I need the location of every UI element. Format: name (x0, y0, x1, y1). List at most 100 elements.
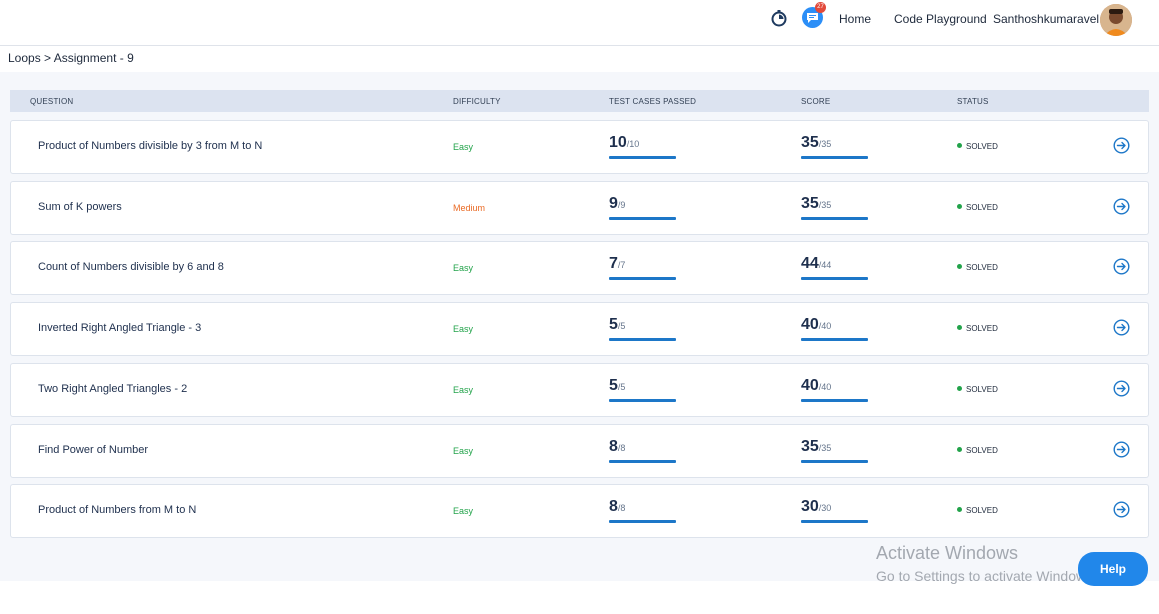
top-navbar: 27 Home Code Playground Santhoshkumarave… (0, 0, 1159, 46)
score-value: 35 (801, 134, 819, 151)
score-total: /35 (818, 139, 832, 149)
status-badge: SOLVED (957, 385, 998, 394)
score-value: 30 (801, 498, 819, 515)
arrow-right-circle-icon[interactable] (1113, 137, 1130, 154)
difficulty-label: Medium (453, 203, 486, 213)
score: 35/35 (801, 438, 868, 464)
table-row[interactable]: Product of Numbers divisible by 3 from M… (10, 120, 1149, 174)
status-text: SOLVED (966, 385, 998, 394)
test-cases-count: 5 (609, 377, 618, 394)
difficulty-label: Easy (453, 446, 474, 456)
arrow-right-circle-icon[interactable] (1113, 198, 1130, 215)
question-name[interactable]: Two Right Angled Triangles - 2 (38, 383, 188, 395)
notification-badge: 27 (815, 2, 826, 13)
table-row[interactable]: Sum of K powers Medium 9/9 35/35 SOLVED (10, 181, 1149, 235)
status-text: SOLVED (966, 203, 998, 212)
status-text: SOLVED (966, 446, 998, 455)
arrow-right-circle-icon[interactable] (1113, 380, 1130, 397)
score-progress-bar (801, 460, 868, 463)
test-cases-progress-bar (609, 156, 676, 159)
score: 40/40 (801, 377, 868, 403)
question-name[interactable]: Count of Numbers divisible by 6 and 8 (38, 261, 224, 273)
score-total: /35 (818, 200, 832, 210)
table-row[interactable]: Count of Numbers divisible by 6 and 8 Eas… (10, 241, 1149, 295)
test-cases-total: /9 (617, 200, 626, 210)
test-cases-passed: 8/8 (609, 438, 676, 464)
status-dot-icon (957, 325, 962, 330)
test-cases-progress-bar (609, 277, 676, 280)
test-cases-passed: 9/9 (609, 195, 676, 221)
score: 35/35 (801, 195, 868, 221)
status-badge: SOLVED (957, 506, 998, 515)
test-cases-progress-bar (609, 399, 676, 402)
status-text: SOLVED (966, 324, 998, 333)
status-badge: SOLVED (957, 142, 998, 151)
table-row[interactable]: Find Power of Number Easy 8/8 35/35 SOLVED (10, 424, 1149, 478)
status-badge: SOLVED (957, 324, 998, 333)
status-dot-icon (957, 143, 962, 148)
header-status: STATUS (957, 97, 989, 106)
test-cases-total: /5 (617, 382, 626, 392)
arrow-right-circle-icon[interactable] (1113, 441, 1130, 458)
table-header: QUESTION DIFFICULTY TEST CASES PASSED SC… (10, 90, 1149, 112)
test-cases-total: /8 (617, 443, 626, 453)
watermark-line1: Activate Windows (876, 543, 1019, 563)
test-cases-progress-bar (609, 520, 676, 523)
stopwatch-icon[interactable] (770, 9, 788, 27)
arrow-right-circle-icon[interactable] (1113, 258, 1130, 275)
test-cases-total: /7 (617, 260, 626, 270)
score-total: /30 (818, 503, 832, 513)
arrow-right-circle-icon[interactable] (1113, 501, 1130, 518)
table-row[interactable]: Two Right Angled Triangles - 2 Easy 5/5 40/… (10, 363, 1149, 417)
score-total: /44 (818, 260, 832, 270)
difficulty-label: Easy (453, 142, 474, 152)
test-cases-progress-bar (609, 338, 676, 341)
question-name[interactable]: Product of Numbers from M to N (38, 504, 197, 516)
test-cases-total: /8 (617, 503, 626, 513)
question-name[interactable]: Find Power of Number (38, 444, 149, 456)
score-value: 44 (801, 255, 819, 272)
score-value: 40 (801, 316, 819, 333)
test-cases-total: /5 (617, 321, 626, 331)
difficulty-label: Easy (453, 506, 474, 516)
test-cases-progress-bar (609, 460, 676, 463)
score-progress-bar (801, 520, 868, 523)
score: 35/35 (801, 134, 868, 160)
status-badge: SOLVED (957, 446, 998, 455)
test-cases-total: /10 (626, 139, 640, 149)
breadcrumb[interactable]: Loops > Assignment - 9 (8, 51, 134, 65)
test-cases-count: 5 (609, 316, 618, 333)
score: 40/40 (801, 316, 868, 342)
score-total: /40 (818, 382, 832, 392)
question-name[interactable]: Product of Numbers divisible by 3 from M… (38, 140, 263, 152)
help-button[interactable]: Help (1078, 552, 1148, 586)
question-name[interactable]: Sum of K powers (38, 201, 122, 213)
question-name[interactable]: Inverted Right Angled Triangle - 3 (38, 322, 202, 334)
difficulty-label: Easy (453, 324, 474, 334)
status-dot-icon (957, 386, 962, 391)
table-row[interactable]: Product of Numbers from M to N Easy 8/8 30/… (10, 484, 1149, 538)
avatar[interactable] (1100, 4, 1132, 36)
test-cases-count: 9 (609, 195, 618, 212)
score-total: /35 (818, 443, 832, 453)
status-dot-icon (957, 447, 962, 452)
arrow-right-circle-icon[interactable] (1113, 319, 1130, 336)
header-score: SCORE (801, 97, 831, 106)
header-question: QUESTION (30, 97, 74, 106)
table-row[interactable]: Inverted Right Angled Triangle - 3 Easy 5/… (10, 302, 1149, 356)
score-progress-bar (801, 338, 868, 341)
status-text: SOLVED (966, 263, 998, 272)
score: 44/44 (801, 255, 868, 281)
nav-code-playground-link[interactable]: Code Playground (894, 12, 987, 26)
test-cases-count: 7 (609, 255, 618, 272)
test-cases-count: 8 (609, 498, 618, 515)
score-value: 35 (801, 438, 819, 455)
status-dot-icon (957, 507, 962, 512)
nav-home-link[interactable]: Home (839, 12, 872, 26)
test-cases-passed: 5/5 (609, 377, 676, 403)
status-text: SOLVED (966, 506, 998, 515)
score: 30/30 (801, 498, 868, 524)
user-name[interactable]: Santhoshkumaravel (993, 12, 1100, 26)
test-cases-count: 10 (609, 134, 627, 151)
test-cases-passed: 7/7 (609, 255, 676, 281)
